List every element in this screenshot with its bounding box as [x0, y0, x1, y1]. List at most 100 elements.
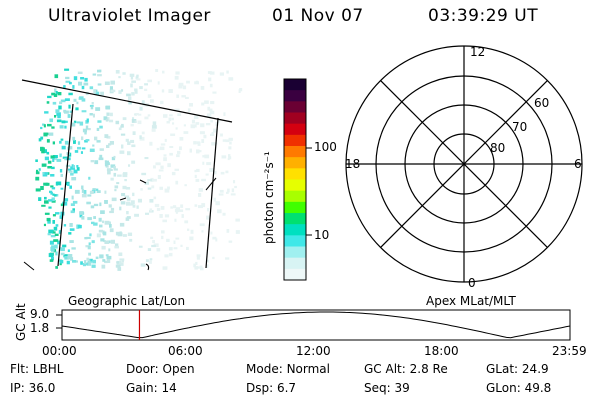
- emission-pixel: [129, 73, 135, 77]
- emission-pixel: [89, 104, 94, 107]
- emission-pixel: [44, 156, 49, 161]
- emission-pixel: [196, 255, 200, 260]
- emission-pixel: [67, 183, 70, 186]
- emission-pixel: [51, 92, 56, 96]
- emission-pixel: [220, 171, 225, 175]
- emission-pixel: [147, 248, 152, 251]
- emission-pixel: [130, 75, 134, 80]
- emission-pixel: [145, 212, 150, 215]
- emission-pixel: [213, 197, 216, 202]
- emission-pixel: [155, 69, 159, 72]
- glon-value: 49.8: [524, 381, 552, 395]
- emission-pixel: [137, 198, 142, 203]
- emission-pixel: [238, 89, 241, 93]
- emission-pixel: [38, 168, 41, 171]
- emission-pixel: [174, 108, 180, 111]
- emission-pixel: [198, 205, 203, 209]
- emission-pixel: [126, 201, 131, 206]
- emission-pixel: [55, 181, 58, 186]
- altitude-frame: [61, 309, 571, 341]
- colorbar-frame: [283, 78, 307, 281]
- emission-pixel: [47, 123, 52, 127]
- emission-pixel: [176, 154, 180, 158]
- emission-pixel: [91, 240, 95, 244]
- emission-pixel: [86, 201, 91, 205]
- emission-pixel: [113, 166, 116, 170]
- gain-status: Gain: 14: [126, 381, 177, 395]
- gc-alt-status: GC Alt: 2.8 Re: [364, 362, 448, 376]
- emission-pixel: [88, 259, 91, 263]
- emission-pixel: [64, 110, 69, 114]
- emission-pixel: [100, 210, 105, 214]
- emission-pixel: [169, 152, 173, 156]
- emission-pixel: [233, 180, 236, 184]
- emission-pixel: [175, 180, 179, 185]
- emission-pixel: [191, 119, 195, 124]
- emission-pixel: [77, 71, 83, 74]
- emission-pixel: [78, 224, 82, 229]
- emission-pixel: [75, 107, 79, 111]
- emission-pixel: [53, 226, 58, 231]
- emission-pixel: [79, 96, 84, 100]
- emission-pixel: [48, 132, 54, 136]
- emission-pixel: [64, 256, 69, 260]
- emission-pixel: [207, 106, 211, 111]
- emission-pixel: [81, 147, 86, 150]
- emission-pixel: [63, 109, 67, 113]
- emission-pixel: [92, 113, 95, 118]
- time-tick-0600: 06:00: [168, 344, 203, 358]
- emission-pixel: [56, 158, 62, 162]
- emission-pixel: [90, 160, 94, 163]
- emission-pixel: [56, 112, 61, 117]
- emission-pixel: [134, 90, 138, 94]
- emission-pixel: [156, 207, 161, 211]
- emission-pixel: [60, 203, 65, 207]
- emission-pixel: [228, 156, 232, 160]
- emission-pixel: [190, 229, 194, 234]
- emission-pixel: [126, 216, 131, 219]
- emission-pixel: [127, 141, 131, 145]
- emission-pixel: [193, 124, 197, 128]
- colorbar-segment: [284, 123, 306, 136]
- emission-pixel: [76, 225, 79, 229]
- emission-pixel: [223, 112, 226, 116]
- door-status: Door: Open: [126, 362, 195, 376]
- emission-pixel: [153, 165, 156, 169]
- emission-pixel: [114, 245, 119, 249]
- emission-pixel: [139, 136, 145, 141]
- emission-pixel: [46, 217, 51, 222]
- emission-pixel: [55, 91, 58, 94]
- emission-pixel: [159, 146, 165, 151]
- mlt-label-6: 6: [574, 157, 582, 171]
- emission-pixel: [131, 92, 135, 96]
- emission-pixel: [78, 81, 83, 86]
- emission-pixel: [115, 243, 119, 247]
- emission-pixel: [196, 168, 200, 172]
- emission-pixel: [141, 172, 147, 176]
- emission-pixel: [130, 83, 133, 88]
- emission-pixel: [189, 236, 194, 241]
- emission-pixel: [149, 208, 153, 212]
- emission-pixel: [235, 218, 240, 222]
- date-label: 01 Nov 07: [272, 6, 364, 26]
- emission-pixel: [196, 254, 201, 257]
- emission-pixel: [162, 267, 167, 270]
- emission-pixel: [38, 189, 41, 192]
- emission-pixel: [219, 189, 224, 193]
- emission-pixel: [89, 233, 92, 237]
- time-tick-0000: 00:00: [42, 344, 77, 358]
- emission-pixel: [64, 98, 70, 101]
- emission-pixel: [47, 166, 52, 169]
- glon-label: GLon:: [486, 381, 521, 395]
- emission-pixel: [77, 146, 81, 150]
- emission-pixel: [176, 207, 180, 211]
- emission-pixel: [58, 230, 61, 234]
- geo-coords-label: Geographic Lat/Lon: [68, 294, 186, 308]
- emission-pixel: [41, 204, 46, 207]
- emission-pixel: [84, 77, 88, 82]
- emission-pixel: [115, 231, 121, 236]
- emission-pixel: [117, 174, 122, 177]
- emission-pixel: [194, 174, 197, 178]
- emission-pixel: [231, 188, 235, 193]
